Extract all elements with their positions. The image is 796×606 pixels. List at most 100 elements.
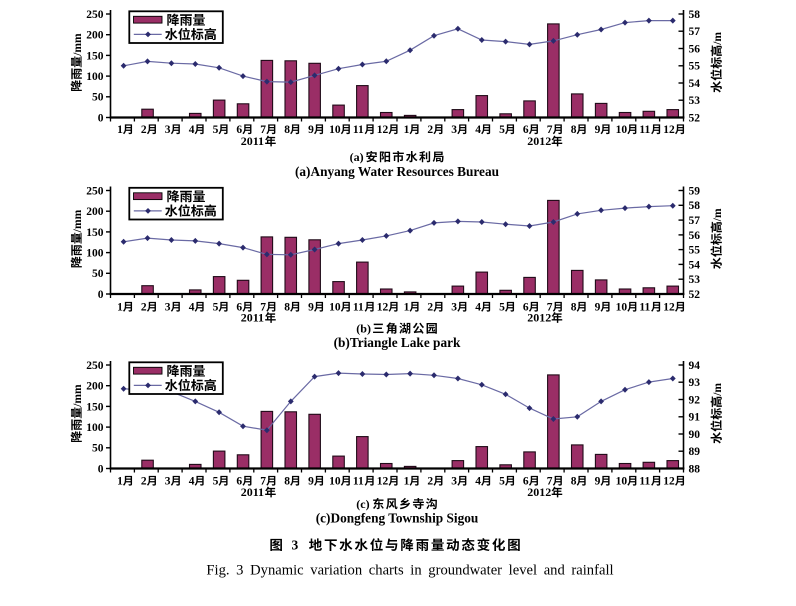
svg-text:93: 93 [689, 377, 701, 389]
svg-text:50: 50 [92, 443, 104, 455]
svg-text:4: 4 [475, 124, 481, 136]
svg-text:59: 59 [689, 185, 701, 197]
svg-text:0: 0 [98, 463, 104, 475]
svg-text:11: 11 [639, 124, 650, 136]
svg-text:5: 5 [499, 302, 505, 314]
svg-text:5: 5 [213, 302, 219, 314]
svg-text:6: 6 [236, 302, 242, 314]
svg-text:9: 9 [595, 302, 601, 314]
svg-text:6: 6 [236, 476, 242, 488]
svg-text:3: 3 [165, 124, 171, 136]
svg-text:12: 12 [663, 302, 675, 314]
svg-text:2: 2 [427, 302, 433, 314]
svg-text:54: 54 [689, 78, 701, 90]
svg-text:8: 8 [284, 124, 290, 136]
svg-text:(b): (b) [356, 322, 371, 336]
svg-text:8: 8 [284, 302, 290, 314]
svg-text:200: 200 [86, 30, 104, 42]
svg-text:10: 10 [329, 124, 341, 136]
svg-text:7: 7 [547, 124, 553, 136]
svg-text:58: 58 [689, 200, 701, 212]
svg-text:56: 56 [689, 43, 701, 55]
svg-text:2012: 2012 [527, 311, 551, 325]
svg-text:12: 12 [377, 124, 389, 136]
svg-text:55: 55 [689, 245, 701, 257]
svg-text:50: 50 [92, 92, 104, 104]
svg-text:10: 10 [616, 302, 628, 314]
svg-text:1: 1 [404, 476, 410, 488]
svg-text:1: 1 [117, 302, 123, 314]
svg-text:6: 6 [523, 302, 529, 314]
svg-text:9: 9 [308, 302, 314, 314]
svg-text:200: 200 [86, 381, 104, 393]
svg-text:/mm: /mm [72, 384, 84, 408]
svg-text:4: 4 [475, 476, 481, 488]
svg-text:1: 1 [117, 476, 123, 488]
svg-text:100: 100 [86, 71, 104, 83]
svg-text:11: 11 [353, 476, 364, 488]
svg-text:2: 2 [427, 476, 433, 488]
svg-text:9: 9 [595, 476, 601, 488]
svg-text:2011: 2011 [241, 485, 264, 499]
svg-text:3: 3 [451, 302, 457, 314]
svg-text:/m: /m [712, 383, 724, 397]
svg-text:52: 52 [689, 112, 701, 124]
svg-text:2012: 2012 [527, 485, 551, 499]
svg-text:3: 3 [165, 302, 171, 314]
svg-text:250: 250 [86, 185, 104, 197]
svg-text:2: 2 [141, 476, 147, 488]
svg-text:10: 10 [616, 124, 628, 136]
svg-text:9: 9 [595, 124, 601, 136]
svg-text:92: 92 [689, 394, 701, 406]
svg-text:(b)Triangle Lake park: (b)Triangle Lake park [334, 335, 461, 350]
svg-text:2012: 2012 [527, 134, 551, 148]
svg-text:9: 9 [308, 476, 314, 488]
svg-text:150: 150 [86, 401, 104, 413]
svg-text:4: 4 [189, 124, 195, 136]
svg-text:56: 56 [689, 230, 701, 242]
svg-text:88: 88 [689, 463, 701, 475]
svg-text:57: 57 [689, 215, 701, 227]
svg-text:/m: /m [712, 208, 724, 222]
svg-text:55: 55 [689, 61, 701, 73]
svg-text:150: 150 [86, 50, 104, 62]
svg-text:2011: 2011 [241, 134, 264, 148]
svg-text:5: 5 [213, 476, 219, 488]
svg-text:8: 8 [571, 476, 577, 488]
svg-text:1: 1 [404, 124, 410, 136]
svg-text:(a): (a) [350, 150, 364, 164]
svg-text:58: 58 [689, 9, 701, 21]
svg-text:3: 3 [451, 124, 457, 136]
svg-text:/m: /m [712, 32, 724, 46]
svg-text:250: 250 [86, 360, 104, 372]
svg-text:10: 10 [329, 476, 341, 488]
svg-text:7: 7 [547, 302, 553, 314]
svg-text:(a)Anyang Water Resources Bure: (a)Anyang Water Resources Bureau [295, 164, 500, 179]
svg-text:(c)Dongfeng Township Sigou: (c)Dongfeng Township Sigou [316, 510, 479, 525]
svg-text:100: 100 [86, 422, 104, 434]
svg-text:/mm: /mm [72, 33, 84, 57]
svg-text:5: 5 [213, 124, 219, 136]
svg-text:4: 4 [189, 476, 195, 488]
svg-text:6: 6 [523, 124, 529, 136]
svg-text:3: 3 [165, 476, 171, 488]
svg-text:200: 200 [86, 206, 104, 218]
svg-text:250: 250 [86, 9, 104, 21]
svg-text:57: 57 [689, 26, 701, 38]
svg-text:8: 8 [571, 124, 577, 136]
svg-text:1: 1 [404, 302, 410, 314]
svg-text:52: 52 [689, 289, 701, 301]
svg-text:12: 12 [377, 476, 389, 488]
svg-text:7: 7 [260, 476, 266, 488]
svg-text:7: 7 [547, 476, 553, 488]
svg-text:4: 4 [189, 302, 195, 314]
svg-text:1: 1 [117, 124, 123, 136]
svg-text:11: 11 [639, 302, 650, 314]
svg-text:12: 12 [663, 124, 675, 136]
svg-text:100: 100 [86, 248, 104, 260]
svg-text:150: 150 [86, 227, 104, 239]
svg-text:3: 3 [292, 538, 299, 553]
svg-text:91: 91 [689, 412, 701, 424]
svg-text:9: 9 [308, 124, 314, 136]
svg-text:8: 8 [284, 476, 290, 488]
